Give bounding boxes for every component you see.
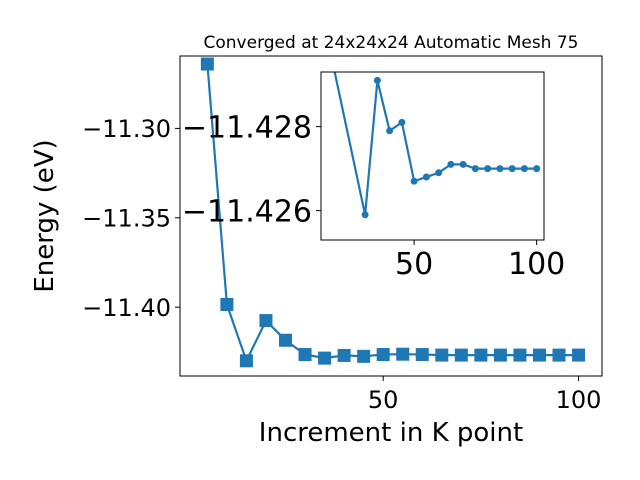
inset-axes-frame bbox=[320, 71, 545, 241]
inset-axis-ticks: 50 100 −11.428 −11.426 bbox=[182, 110, 565, 282]
main-data-point bbox=[239, 354, 253, 368]
inset-data-point bbox=[520, 165, 528, 173]
main-data-point bbox=[513, 348, 527, 362]
main-data-point bbox=[200, 57, 214, 71]
inset-data-point bbox=[447, 160, 455, 168]
main-data-point bbox=[552, 348, 566, 362]
main-data-point bbox=[493, 348, 507, 362]
main-data-point bbox=[337, 348, 351, 362]
main-plot-area bbox=[200, 57, 586, 368]
main-data-point bbox=[318, 351, 332, 365]
inset-data-point bbox=[361, 211, 369, 219]
main-y-tick-label: −11.30 bbox=[82, 115, 171, 143]
main-x-tick-label: 50 bbox=[368, 386, 399, 414]
y-axis-label: Energy (eV) bbox=[30, 139, 60, 292]
main-data-point bbox=[259, 314, 273, 328]
main-data-point bbox=[572, 348, 586, 362]
main-data-point bbox=[415, 348, 429, 362]
main-y-tick-label: −11.35 bbox=[82, 204, 171, 232]
inset-data-point bbox=[471, 165, 479, 173]
inset-data-point bbox=[398, 118, 406, 126]
inset-data-point bbox=[496, 165, 504, 173]
inset-data-point bbox=[435, 169, 443, 177]
inset-y-tick-label: −11.426 bbox=[182, 194, 312, 229]
main-x-tick-label: 100 bbox=[556, 386, 602, 414]
inset-data-point bbox=[484, 165, 492, 173]
main-data-point bbox=[298, 348, 312, 362]
chart-title: Converged at 24x24x24 Automatic Mesh 75 bbox=[204, 33, 579, 53]
main-data-point bbox=[376, 348, 390, 362]
main-y-tick-label: −11.40 bbox=[82, 294, 171, 322]
main-data-point bbox=[435, 348, 449, 362]
main-data-point bbox=[279, 333, 292, 347]
inset-data-point bbox=[533, 165, 541, 173]
inset-data-point bbox=[386, 127, 394, 135]
main-data-point bbox=[474, 348, 488, 362]
main-data-point bbox=[396, 347, 410, 361]
inset-chart: 50 100 −11.428 −11.426 bbox=[182, 71, 565, 282]
inset-x-tick-label: 50 bbox=[395, 247, 433, 282]
main-axes-frame bbox=[179, 55, 603, 377]
inset-data-point bbox=[422, 173, 430, 181]
inset-y-tick-label: −11.428 bbox=[182, 110, 312, 145]
inset-data-point bbox=[410, 177, 418, 185]
main-data-point bbox=[220, 297, 234, 311]
inset-plot-area bbox=[333, 72, 541, 219]
main-data-point bbox=[357, 349, 371, 363]
inset-data-point bbox=[508, 165, 516, 173]
inset-x-tick-label: 100 bbox=[508, 247, 565, 282]
inset-series-line bbox=[333, 72, 537, 216]
main-data-point bbox=[532, 348, 546, 362]
main-chart: Converged at 24x24x24 Automatic Mesh 75 … bbox=[30, 33, 603, 448]
main-axis-ticks: 50 100 −11.30 −11.35 −11.40 bbox=[82, 115, 601, 414]
main-data-point bbox=[454, 348, 468, 362]
inset-background bbox=[321, 72, 544, 240]
inset-data-point bbox=[459, 160, 467, 168]
inset-data-point bbox=[373, 76, 381, 84]
x-axis-label: Increment in K point bbox=[259, 418, 523, 448]
